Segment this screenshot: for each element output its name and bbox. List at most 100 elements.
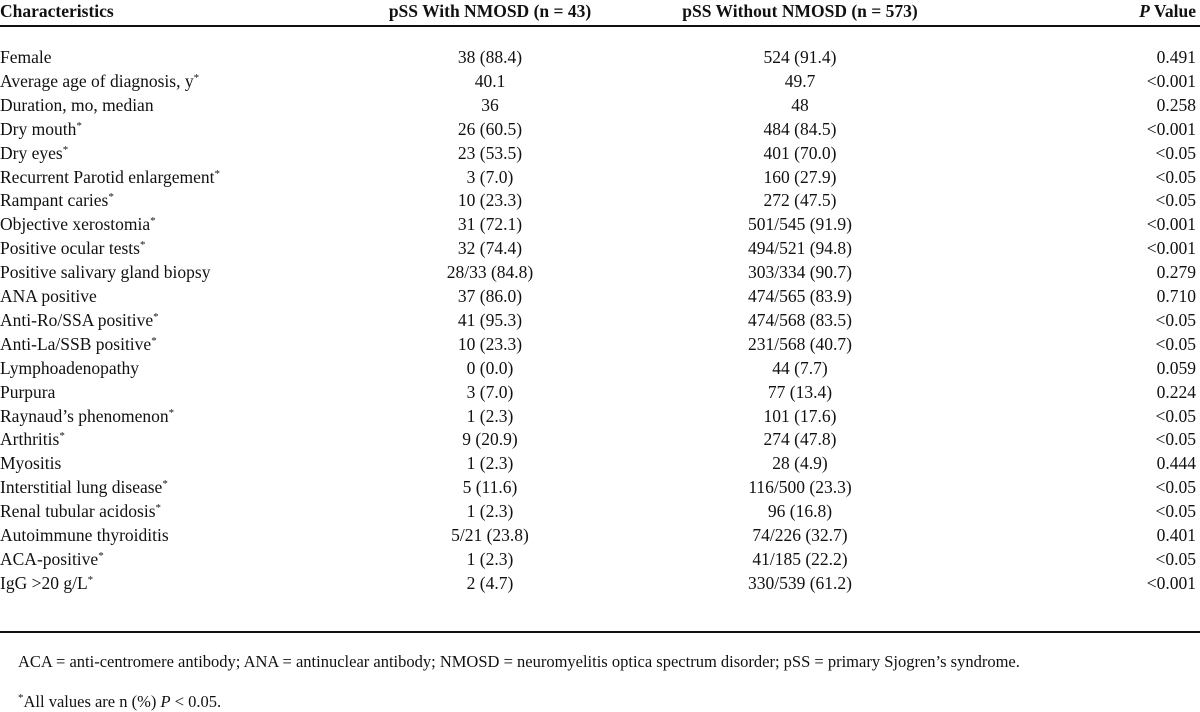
label-text: Positive salivary gland biopsy bbox=[0, 262, 211, 283]
table-cell: <0.001 bbox=[1146, 572, 1196, 593]
row-label: Anti-La/SSB positive* bbox=[0, 332, 157, 356]
label-text: ANA positive bbox=[0, 286, 97, 306]
footnote-text: < 0.05. bbox=[174, 692, 222, 711]
table-cell: 1 (2.3) bbox=[466, 501, 514, 522]
footnote-mark: * bbox=[76, 119, 82, 132]
table-cell: <0.05 bbox=[1155, 548, 1197, 569]
table-cell: 274 (47.8) bbox=[763, 429, 837, 450]
table-cell: <0.001 bbox=[1146, 70, 1196, 91]
row-label: ANA positive bbox=[0, 284, 97, 308]
row-label: Purpura bbox=[0, 380, 55, 404]
table-cell: 77 (13.4) bbox=[767, 381, 833, 402]
label-text: Arthritis bbox=[0, 429, 60, 450]
table-cell: 26 (60.5) bbox=[457, 118, 523, 139]
row-label: Duration, mo, median bbox=[0, 93, 154, 117]
row-label: Autoimmune thyroiditis bbox=[0, 523, 169, 547]
label-text: Anti-Ro/SSA positive bbox=[0, 309, 154, 330]
label-text: Dry eyes bbox=[0, 142, 63, 163]
bottom-rule bbox=[0, 631, 1200, 633]
table-cell: 474/565 (83.9) bbox=[747, 286, 853, 306]
table-cell: <0.001 bbox=[1146, 118, 1196, 139]
table-cell: 3 (7.0) bbox=[466, 381, 514, 402]
label-text: Duration, mo, median bbox=[0, 94, 154, 115]
table-cell: 494/521 (94.8) bbox=[747, 238, 853, 259]
header-text: Value bbox=[1153, 1, 1196, 21]
footnote-mark: * bbox=[214, 167, 220, 180]
footnote-mark: * bbox=[18, 692, 24, 704]
table-cell: 41 (95.3) bbox=[457, 309, 523, 330]
label-text: IgG >20 g/L bbox=[0, 572, 88, 593]
table-cell: <0.001 bbox=[1146, 238, 1196, 259]
footnote-mark: * bbox=[87, 573, 94, 586]
footnote: *All values are n (%) P < 0.05. bbox=[0, 692, 1196, 712]
table-cell: 3 (7.0) bbox=[466, 166, 514, 187]
table-cell: 5 (11.6) bbox=[462, 477, 518, 498]
header-cell: pSS With NMOSD (n = 43) bbox=[388, 1, 592, 21]
label-text: Rampant caries bbox=[0, 190, 109, 211]
table-cell: <0.001 bbox=[1146, 214, 1196, 235]
row-label: Positive ocular tests* bbox=[0, 236, 145, 260]
table-cell: 0.279 bbox=[1156, 262, 1196, 283]
footnote-mark: * bbox=[139, 239, 146, 252]
row-label: Renal tubular acidosis* bbox=[0, 499, 161, 523]
table-cell: 1 (2.3) bbox=[466, 548, 514, 569]
table-cell: 28 (4.9) bbox=[772, 453, 828, 474]
row-label: Dry eyes* bbox=[0, 141, 68, 165]
label-text: Female bbox=[0, 47, 52, 67]
row-label: Recurrent Parotid enlargement* bbox=[0, 165, 220, 189]
table-cell: 101 (17.6) bbox=[763, 405, 837, 426]
table-cell: 474/568 (83.5) bbox=[747, 309, 853, 330]
label-text: ACA-positive bbox=[0, 548, 99, 569]
table-cell: 37 (86.0) bbox=[457, 286, 523, 306]
label-text: Anti-La/SSB positive bbox=[0, 333, 152, 354]
table-cell: 303/334 (90.7) bbox=[747, 262, 853, 283]
table-cell: 31 (72.1) bbox=[457, 214, 523, 235]
table-cell: 40.1 bbox=[474, 70, 506, 91]
table-cell: <0.05 bbox=[1155, 142, 1197, 163]
table-cell: 9 (20.9) bbox=[462, 429, 518, 450]
table-cell: 36 bbox=[481, 94, 499, 115]
footnote-mark: * bbox=[153, 310, 159, 323]
table-cell: 0.401 bbox=[1156, 525, 1196, 545]
row-label: Arthritis* bbox=[0, 427, 65, 451]
label-text: Autoimmune thyroiditis bbox=[0, 525, 169, 545]
table-cell: 74/226 (32.7) bbox=[752, 525, 848, 545]
table-cell: 330/539 (61.2) bbox=[747, 572, 853, 593]
row-label: Female bbox=[0, 45, 52, 69]
label-text: Myositis bbox=[0, 453, 62, 474]
table-cell: <0.05 bbox=[1155, 190, 1197, 211]
table-cell: 501/545 (91.9) bbox=[747, 214, 853, 235]
table-cell: 0.059 bbox=[1156, 357, 1196, 378]
table-cell: 23 (53.5) bbox=[457, 142, 523, 163]
table-cell: 0.491 bbox=[1156, 47, 1196, 67]
table-cell: <0.05 bbox=[1155, 166, 1197, 187]
table-cell: 48 bbox=[791, 94, 809, 115]
row-label: Lymphoadenopathy bbox=[0, 356, 139, 380]
table-cell: 272 (47.5) bbox=[763, 190, 837, 211]
header-cell: pSS Without NMOSD (n = 573) bbox=[682, 1, 918, 21]
table-cell: 49.7 bbox=[784, 70, 816, 91]
row-label: Rampant caries* bbox=[0, 188, 114, 212]
table-cell: <0.05 bbox=[1155, 333, 1197, 354]
footnote-mark: * bbox=[59, 430, 65, 443]
table-cell: 32 (74.4) bbox=[457, 238, 523, 259]
table-cell: 41/185 (22.2) bbox=[752, 548, 848, 569]
footnote-mark: * bbox=[168, 406, 175, 419]
table-cell: 524 (91.4) bbox=[763, 47, 837, 67]
label-text: Purpura bbox=[0, 381, 56, 402]
label-text: Lymphoadenopathy bbox=[0, 357, 140, 378]
row-label: Interstitial lung disease* bbox=[0, 475, 168, 499]
footnote-mark: * bbox=[62, 143, 69, 156]
footnote-mark: * bbox=[98, 549, 104, 562]
table-cell: 2 (4.7) bbox=[466, 572, 514, 593]
footnote-mark: * bbox=[150, 215, 156, 228]
table-cell: 28/33 (84.8) bbox=[446, 262, 534, 283]
label-text: Renal tubular acidosis bbox=[0, 501, 156, 522]
footnote: ACA = anti-centromere antibody; ANA = an… bbox=[18, 652, 1020, 671]
row-label: IgG >20 g/L* bbox=[0, 571, 93, 595]
row-label: Myositis bbox=[0, 451, 61, 475]
label-text: Interstitial lung disease bbox=[0, 477, 163, 498]
label-text: Raynaud’s phenomenon bbox=[0, 405, 169, 426]
table-cell: <0.05 bbox=[1155, 501, 1197, 522]
